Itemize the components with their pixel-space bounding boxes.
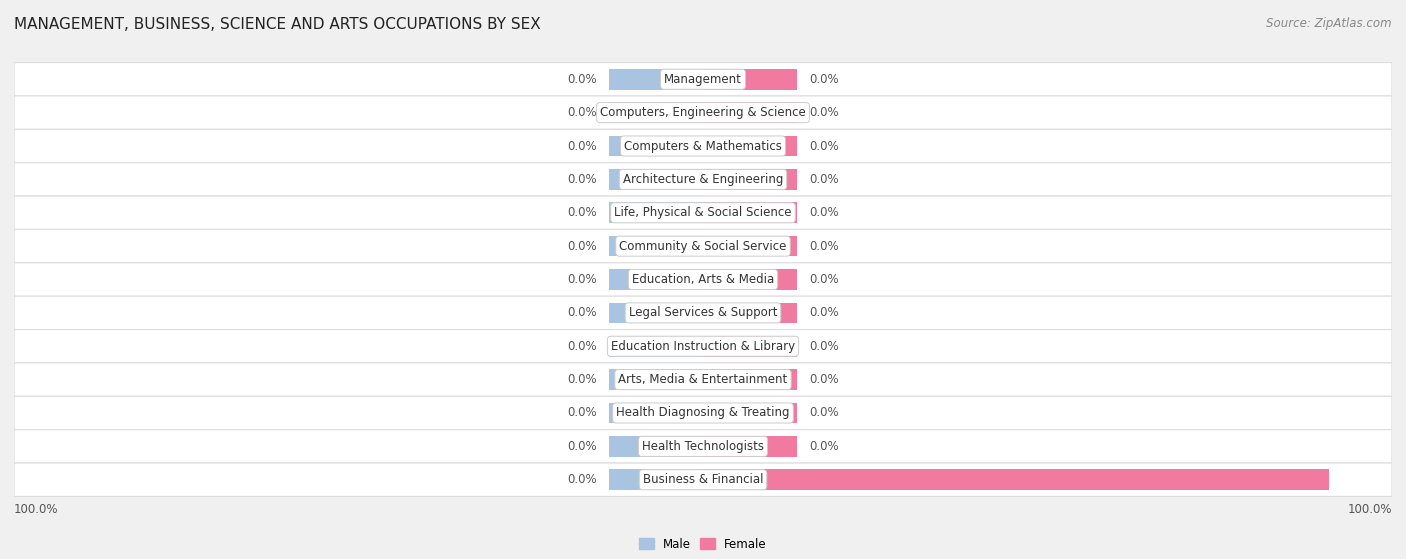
Bar (703, 69, 797, 89)
Text: Management: Management (664, 73, 742, 86)
FancyBboxPatch shape (14, 63, 1392, 96)
FancyBboxPatch shape (14, 96, 1392, 129)
Text: 0.0%: 0.0% (567, 140, 596, 153)
FancyBboxPatch shape (14, 396, 1392, 430)
Bar (703, 136, 797, 157)
Bar (609, 236, 703, 257)
Text: 100.0%: 100.0% (1347, 503, 1392, 516)
Text: 0.0%: 0.0% (567, 373, 596, 386)
FancyBboxPatch shape (14, 330, 1392, 363)
Bar (703, 336, 797, 357)
Bar (703, 236, 797, 257)
Text: 0.0%: 0.0% (810, 106, 839, 119)
Text: 0.0%: 0.0% (810, 306, 839, 319)
Bar (609, 202, 703, 223)
Text: 0.0%: 0.0% (567, 473, 596, 486)
Text: 0.0%: 0.0% (567, 406, 596, 419)
Text: Education Instruction & Library: Education Instruction & Library (612, 340, 794, 353)
Text: 0.0%: 0.0% (810, 406, 839, 419)
Bar (703, 470, 1329, 490)
Bar (609, 102, 703, 123)
Text: 100.0%: 100.0% (14, 503, 59, 516)
Bar (609, 136, 703, 157)
Text: 0.0%: 0.0% (567, 73, 596, 86)
Text: 0.0%: 0.0% (567, 340, 596, 353)
Text: 0.0%: 0.0% (567, 206, 596, 219)
Text: 0.0%: 0.0% (567, 106, 596, 119)
Text: Architecture & Engineering: Architecture & Engineering (623, 173, 783, 186)
Bar (609, 436, 703, 457)
Text: 0.0%: 0.0% (810, 340, 839, 353)
Text: 0.0%: 0.0% (810, 440, 839, 453)
Bar (609, 402, 703, 423)
FancyBboxPatch shape (14, 229, 1392, 263)
FancyBboxPatch shape (14, 196, 1392, 229)
Bar (703, 436, 797, 457)
Text: 0.0%: 0.0% (810, 140, 839, 153)
Text: Computers, Engineering & Science: Computers, Engineering & Science (600, 106, 806, 119)
Bar (609, 169, 703, 190)
Text: 100.0%: 100.0% (1341, 473, 1391, 486)
Text: 0.0%: 0.0% (567, 273, 596, 286)
Text: Source: ZipAtlas.com: Source: ZipAtlas.com (1267, 17, 1392, 30)
Text: MANAGEMENT, BUSINESS, SCIENCE AND ARTS OCCUPATIONS BY SEX: MANAGEMENT, BUSINESS, SCIENCE AND ARTS O… (14, 17, 541, 32)
FancyBboxPatch shape (14, 430, 1392, 463)
Text: 0.0%: 0.0% (810, 173, 839, 186)
Text: Legal Services & Support: Legal Services & Support (628, 306, 778, 319)
FancyBboxPatch shape (14, 363, 1392, 396)
Bar (703, 369, 797, 390)
Bar (609, 369, 703, 390)
Text: Community & Social Service: Community & Social Service (619, 240, 787, 253)
Text: 0.0%: 0.0% (810, 240, 839, 253)
Bar (703, 169, 797, 190)
FancyBboxPatch shape (14, 263, 1392, 296)
Text: Business & Financial: Business & Financial (643, 473, 763, 486)
FancyBboxPatch shape (14, 129, 1392, 163)
Text: Computers & Mathematics: Computers & Mathematics (624, 140, 782, 153)
Bar (703, 202, 797, 223)
Text: 0.0%: 0.0% (567, 306, 596, 319)
Bar (703, 302, 797, 323)
FancyBboxPatch shape (14, 463, 1392, 496)
Legend: Male, Female: Male, Female (634, 533, 772, 555)
Text: 0.0%: 0.0% (567, 240, 596, 253)
FancyBboxPatch shape (14, 296, 1392, 330)
Text: 0.0%: 0.0% (810, 273, 839, 286)
FancyBboxPatch shape (14, 163, 1392, 196)
Bar (703, 102, 797, 123)
Text: 0.0%: 0.0% (810, 373, 839, 386)
Text: Arts, Media & Entertainment: Arts, Media & Entertainment (619, 373, 787, 386)
Text: 0.0%: 0.0% (567, 440, 596, 453)
Text: 0.0%: 0.0% (567, 173, 596, 186)
Text: Health Technologists: Health Technologists (643, 440, 763, 453)
Text: Education, Arts & Media: Education, Arts & Media (631, 273, 775, 286)
Text: 0.0%: 0.0% (810, 73, 839, 86)
Bar (609, 336, 703, 357)
Text: 0.0%: 0.0% (810, 206, 839, 219)
Bar (609, 302, 703, 323)
Bar (703, 402, 797, 423)
Bar (609, 69, 703, 89)
Bar (609, 470, 703, 490)
Text: Health Diagnosing & Treating: Health Diagnosing & Treating (616, 406, 790, 419)
Text: Life, Physical & Social Science: Life, Physical & Social Science (614, 206, 792, 219)
Bar (703, 269, 797, 290)
Bar (609, 269, 703, 290)
